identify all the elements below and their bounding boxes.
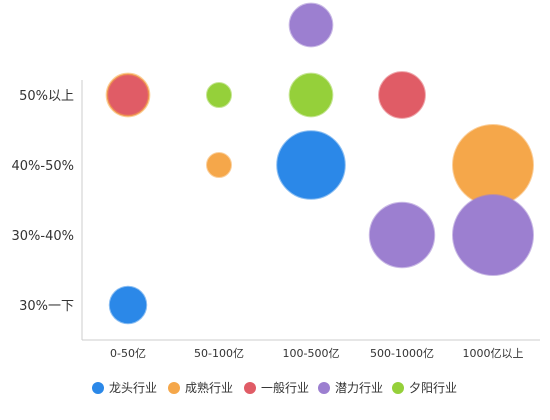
x-tick-label: 0-50亿 (110, 347, 146, 360)
x-tick-label: 1000亿以上 (463, 347, 524, 360)
x-tick-label: 100-500亿 (283, 347, 340, 360)
bubble-point (276, 130, 346, 200)
legend: 龙头行业 成熟行业 一般行业 潜力行业 夕阳行业 (92, 380, 457, 395)
bubble-point (288, 2, 334, 48)
legend-label: 夕阳行业 (409, 381, 457, 395)
bubble-point (368, 201, 436, 269)
axis-labels: 0-50亿 50-100亿 100-500亿 500-1000亿 1000亿以上 30%一… (12, 89, 524, 360)
legend-marker (392, 382, 404, 394)
legend-label: 潜力行业 (335, 381, 383, 395)
bubble-point (107, 74, 149, 116)
legend-label: 龙头行业 (109, 381, 157, 395)
x-tick-label: 50-100亿 (194, 347, 244, 360)
bubbles (105, 2, 534, 325)
axes (81, 80, 540, 341)
legend-marker (244, 382, 256, 394)
bubble-point (206, 152, 232, 178)
legend-marker (92, 382, 104, 394)
bubble-point (452, 124, 534, 206)
y-tick-label: 40%-50% (12, 159, 74, 174)
bubble-point (452, 194, 534, 276)
x-tick-label: 500-1000亿 (370, 347, 434, 360)
legend-label: 成熟行业 (185, 380, 233, 395)
bubble-point (108, 285, 148, 325)
bubble-point (206, 82, 232, 108)
y-tick-label: 30%-40% (12, 229, 74, 244)
y-tick-label: 30%一下 (19, 299, 74, 314)
legend-marker (318, 382, 330, 394)
bubble-point (288, 72, 334, 118)
bubble-point (378, 71, 426, 119)
y-tick-label: 50%以上 (19, 89, 74, 104)
legend-label: 一般行业 (261, 380, 309, 395)
legend-marker (168, 382, 180, 394)
